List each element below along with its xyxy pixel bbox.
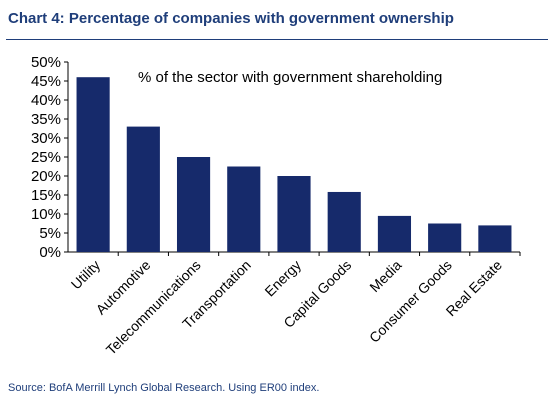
bar-capital-goods bbox=[327, 191, 361, 252]
bar-telecommunications bbox=[176, 157, 211, 252]
x-tick-label: Energy bbox=[261, 257, 304, 300]
bar-media bbox=[377, 215, 412, 252]
bar-utility bbox=[76, 77, 110, 252]
chart-annotation: % of the sector with government sharehol… bbox=[138, 69, 442, 86]
source-note: Source: BofA Merrill Lynch Global Resear… bbox=[8, 382, 320, 394]
y-tick-label: 15% bbox=[31, 187, 61, 204]
bar-real-estate bbox=[478, 225, 512, 252]
y-tick-label: 45% bbox=[31, 73, 61, 90]
chart-title: Chart 4: Percentage of companies with go… bbox=[8, 10, 454, 27]
x-tick-label: Media bbox=[366, 257, 404, 295]
bar-chart: 0%5%10%15%20%25%30%35%40%45%50%UtilityAu… bbox=[31, 54, 521, 358]
bar-consumer-goods bbox=[428, 223, 462, 252]
x-tick-label: Utility bbox=[68, 257, 104, 293]
y-tick-label: 25% bbox=[31, 149, 61, 166]
y-tick-label: 20% bbox=[31, 168, 61, 185]
y-tick-label: 40% bbox=[31, 92, 61, 109]
y-tick-label: 35% bbox=[31, 111, 61, 128]
bar-automotive bbox=[126, 126, 160, 252]
y-tick-label: 10% bbox=[31, 206, 61, 223]
y-tick-label: 50% bbox=[31, 54, 61, 71]
title-rule bbox=[6, 39, 548, 40]
bar-transportation bbox=[227, 166, 261, 252]
y-tick-label: 5% bbox=[39, 225, 61, 242]
y-tick-label: 30% bbox=[31, 130, 61, 147]
x-tick-label: Telecommunications bbox=[103, 257, 204, 358]
bar-energy bbox=[277, 176, 311, 252]
y-tick-label: 0% bbox=[39, 244, 61, 261]
